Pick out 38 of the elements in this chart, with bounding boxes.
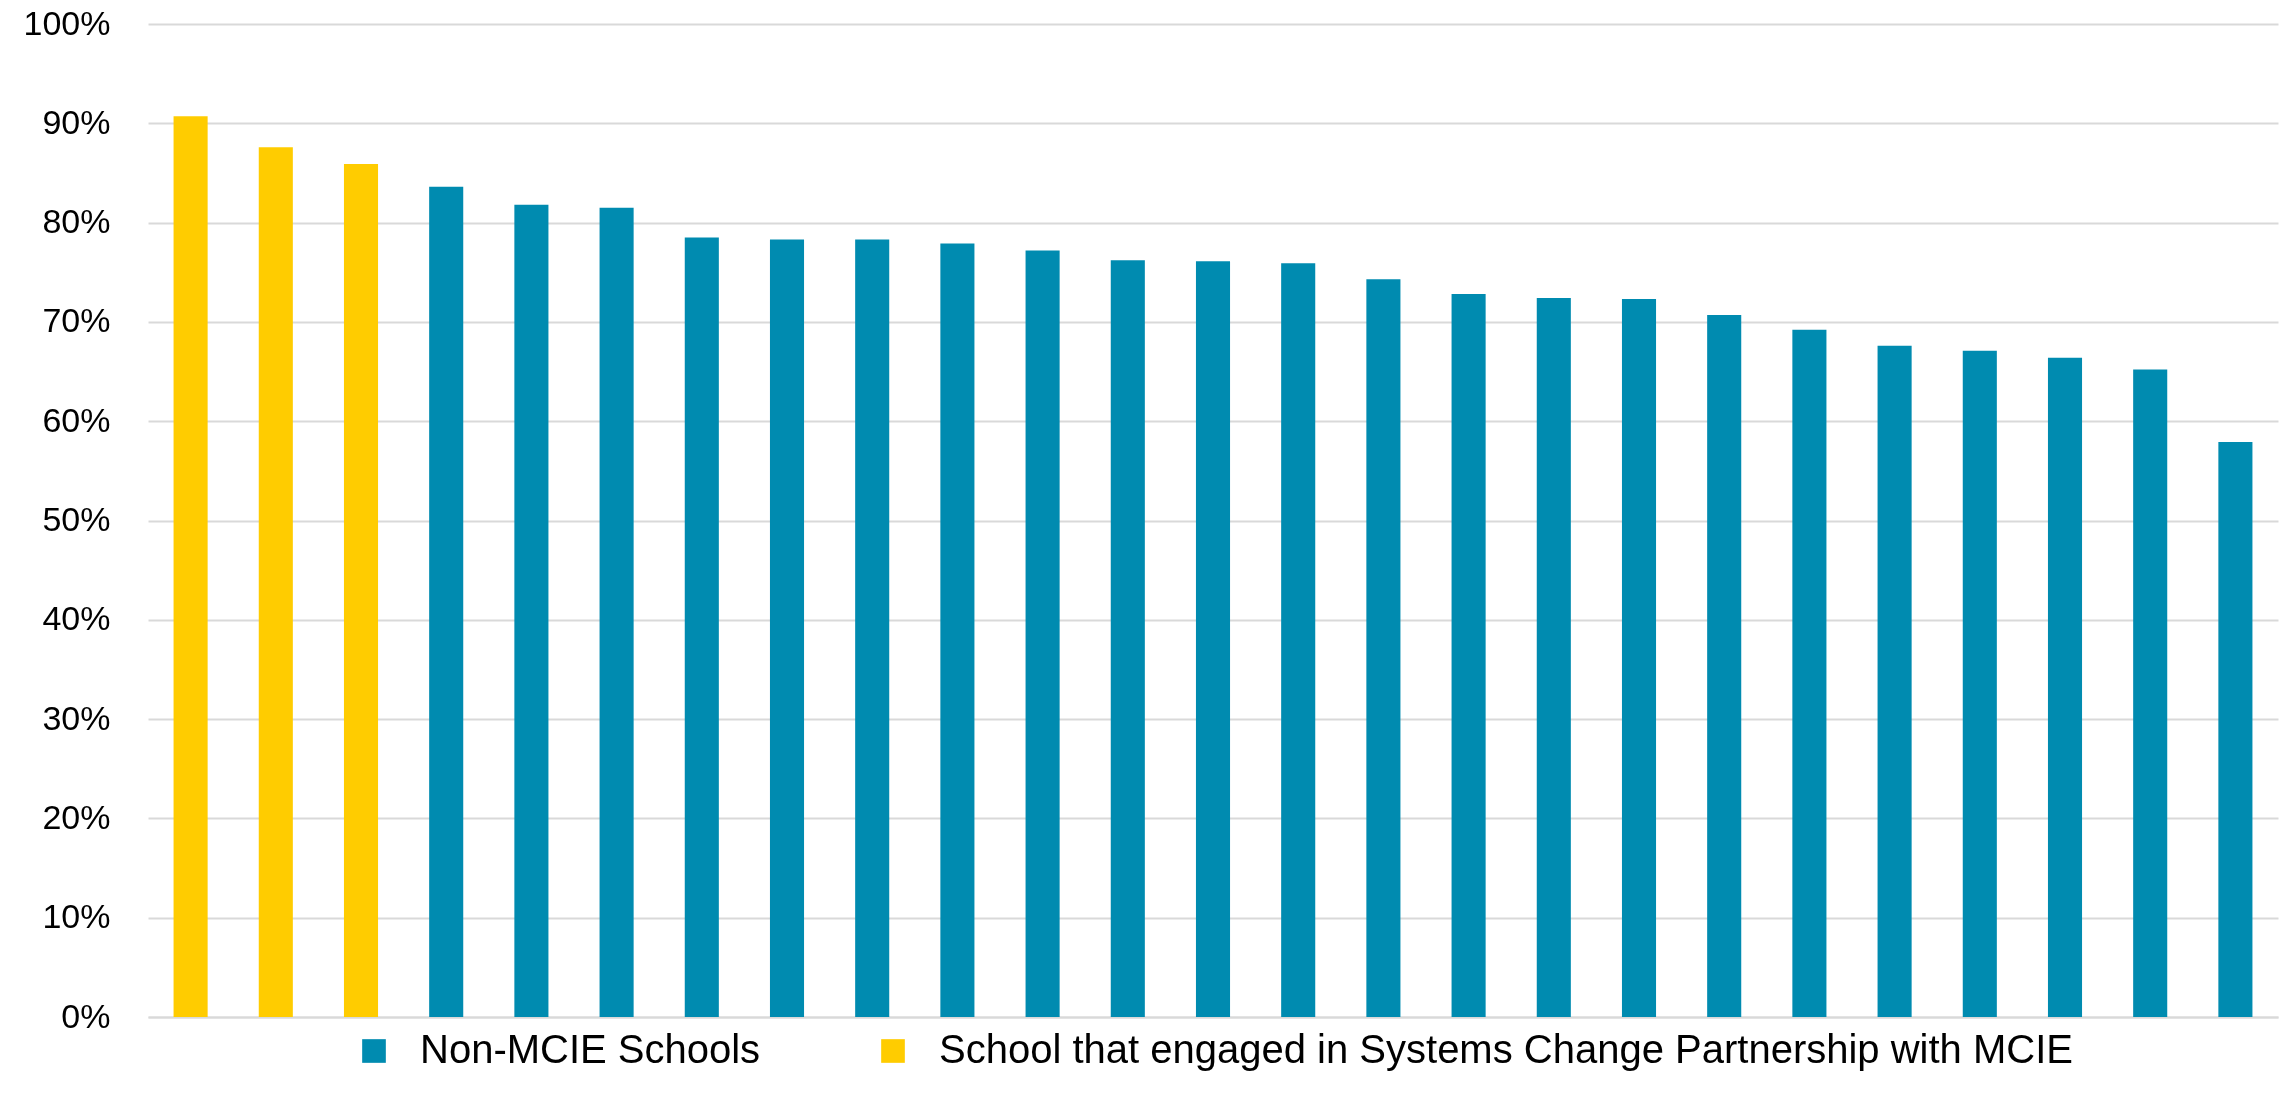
bar xyxy=(1366,279,1401,1017)
bar xyxy=(1536,298,1571,1017)
y-tick-label: 50% xyxy=(42,500,111,538)
y-tick-label: 80% xyxy=(42,202,111,241)
y-tick-label: 30% xyxy=(42,698,111,737)
bar xyxy=(514,204,549,1017)
bar xyxy=(1281,263,1316,1017)
bar xyxy=(1110,260,1145,1017)
y-tick-label: 60% xyxy=(42,400,111,439)
y-tick-label: 40% xyxy=(42,599,111,638)
bar xyxy=(2218,442,2253,1017)
bar xyxy=(1195,261,1231,1017)
y-tick-label: 20% xyxy=(42,797,111,836)
legend-label: Non-MCIE Schools xyxy=(420,1027,761,1071)
bar xyxy=(1877,345,1912,1017)
y-tick-label: 90% xyxy=(42,102,111,141)
bar xyxy=(1025,250,1060,1017)
y-tick-label: 0% xyxy=(61,996,111,1035)
bar xyxy=(940,243,975,1017)
bar xyxy=(599,207,634,1017)
bar xyxy=(258,147,293,1017)
bar xyxy=(855,239,890,1017)
bar xyxy=(2047,357,2083,1017)
bar xyxy=(1707,314,1742,1017)
y-tick-label: 70% xyxy=(42,301,111,340)
bar xyxy=(1792,329,1827,1017)
legend-label: School that engaged in Systems Change Partnership with MCIE xyxy=(939,1027,2073,1071)
y-tick-label: 10% xyxy=(42,897,111,936)
bar xyxy=(1451,294,1486,1017)
bar xyxy=(1621,299,1657,1017)
bar xyxy=(2133,369,2168,1017)
bar xyxy=(173,116,208,1017)
bar xyxy=(684,237,719,1017)
bar xyxy=(343,164,379,1017)
y-tick-label: 100% xyxy=(23,3,111,42)
bar xyxy=(769,239,805,1017)
bar xyxy=(1962,350,1997,1017)
bar xyxy=(429,186,464,1017)
